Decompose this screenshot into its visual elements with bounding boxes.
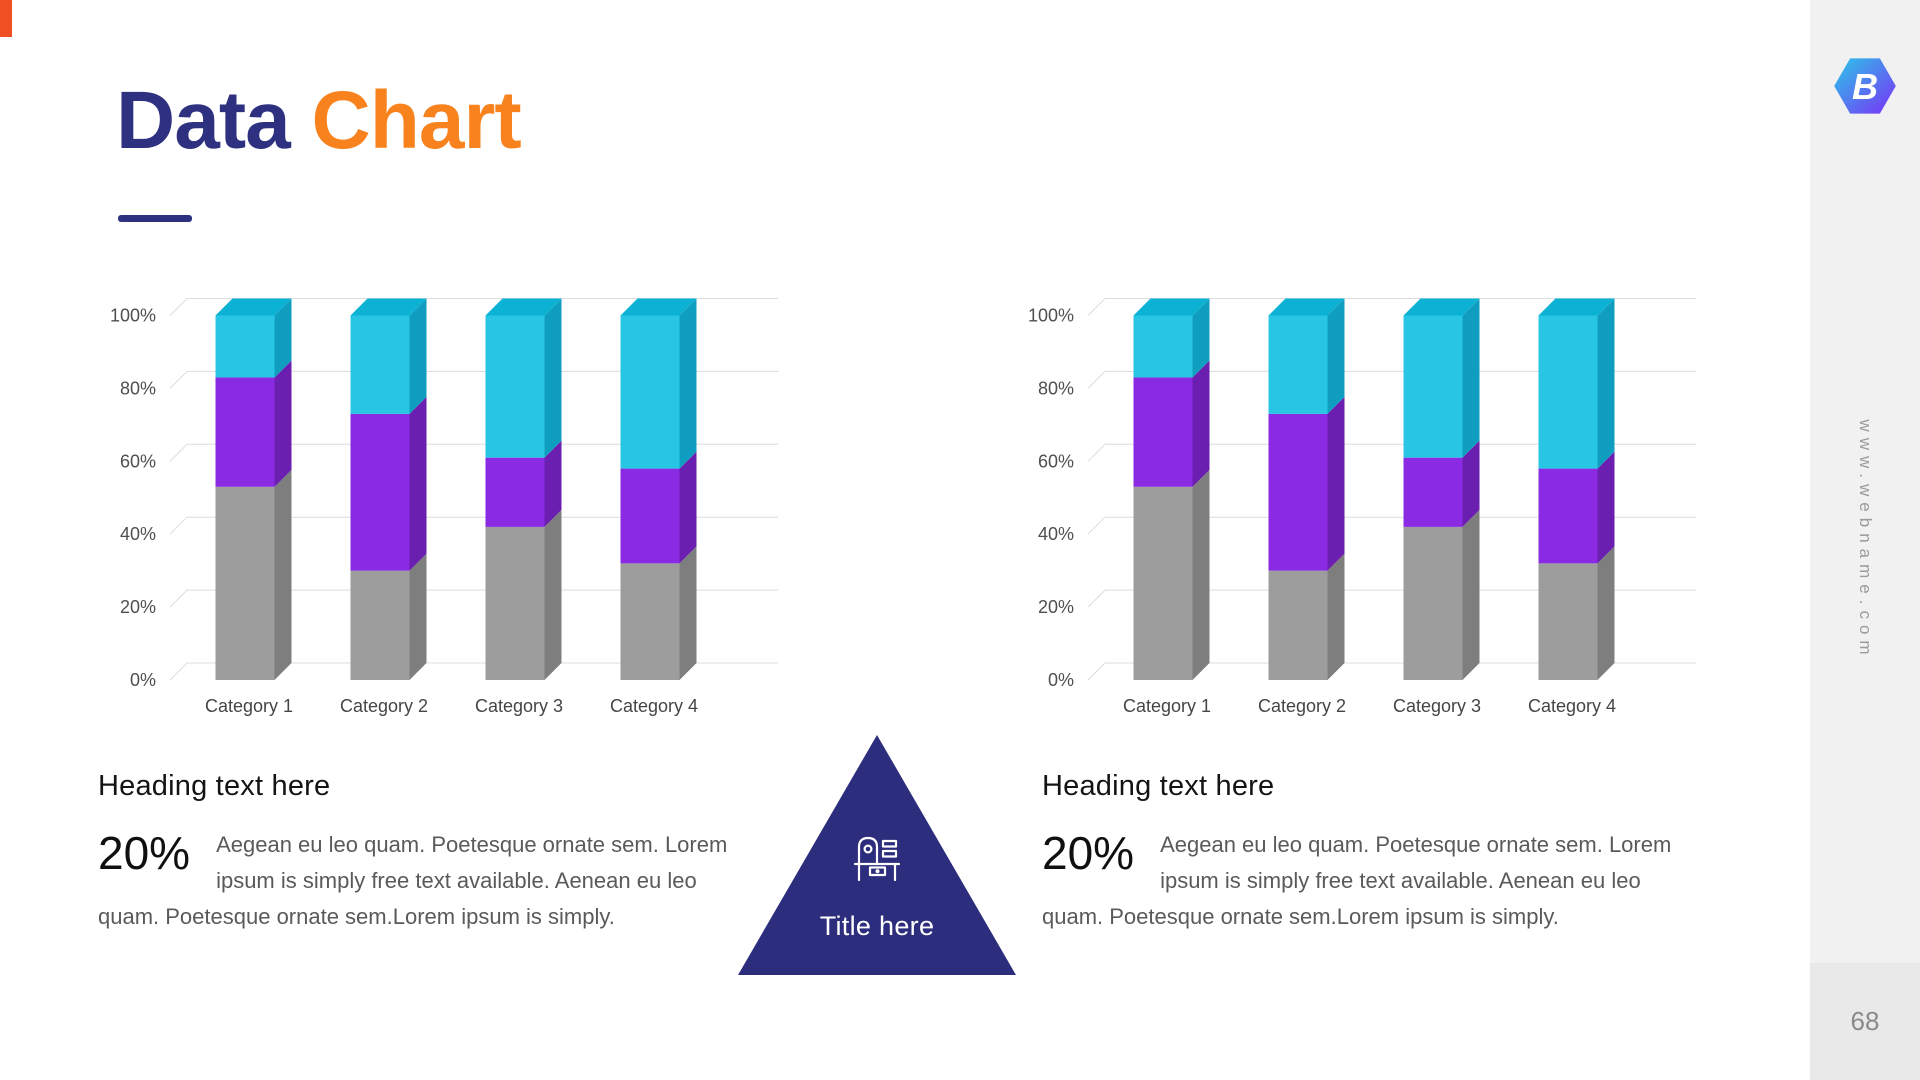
page-number: 68 [1850, 1006, 1880, 1036]
info-heading: Heading text here [1042, 770, 1275, 802]
svg-text:B: B [1852, 66, 1878, 107]
y-axis-tick: 40% [1038, 524, 1074, 544]
y-axis-tick: 100% [1028, 306, 1074, 326]
x-axis-category-label: Category 1 [205, 696, 293, 716]
furniture-icon [853, 836, 901, 882]
title-triangle: Title here [738, 735, 1016, 975]
x-axis-category-label: Category 4 [1528, 696, 1616, 716]
x-axis-category-label: Category 3 [1393, 696, 1481, 716]
info-body-text: Aegean eu leo quam. Poetesque ornate sem… [1042, 832, 1672, 929]
info-section-right: Heading text here 20% Aegean eu leo quam.… [1042, 770, 1674, 935]
x-axis-category-label: Category 2 [1258, 696, 1346, 716]
x-axis-category-label: Category 2 [340, 696, 428, 716]
y-axis-tick: 40% [120, 524, 156, 544]
website-url: www.webname.com [1856, 419, 1875, 661]
page-title: Data Chart [116, 75, 522, 166]
y-axis-tick: 80% [1038, 378, 1074, 398]
info-heading: Heading text here [98, 770, 331, 802]
stacked-bar-chart: 0% 20% 40% 60% 80% 100% Category 1 Category 2 Ca… [110, 298, 778, 716]
stat-value: 20% [1042, 827, 1135, 879]
triangle-title: Title here [819, 911, 935, 941]
y-axis-tick: 20% [1038, 597, 1074, 617]
title-word-chart: Chart [311, 75, 522, 166]
title-space [290, 75, 312, 166]
info-paragraph: 20% Aegean eu leo quam. Poetesque ornate … [1042, 827, 1674, 935]
x-axis-category-label: Category 1 [1123, 696, 1211, 716]
title-underline [118, 215, 192, 222]
y-axis-tick: 0% [1048, 670, 1074, 690]
x-axis-category-label: Category 3 [475, 696, 563, 716]
y-axis-tick: 0% [130, 670, 156, 690]
y-axis-tick: 80% [120, 378, 156, 398]
y-axis-tick: 60% [1038, 451, 1074, 471]
sidebar-bottom-panel: 68 [1810, 963, 1920, 1080]
stacked-bar-chart-left: 0% 20% 40% 60% 80% 100% Category 1 Category 2 Ca… [90, 258, 790, 720]
stacked-bar-chart-right: 0% 20% 40% 60% 80% 100% Category 1 Category 2 Ca… [1008, 258, 1708, 720]
y-axis-tick: 100% [110, 306, 156, 326]
info-section-left: Heading text here 20% Aegean eu leo quam.… [98, 770, 730, 935]
y-axis-tick: 20% [120, 597, 156, 617]
accent-strip [0, 0, 12, 37]
brand-logo-icon: B [1834, 58, 1896, 114]
title-word-data: Data [116, 75, 291, 166]
sidebar: B www.webname.com 68 [1810, 0, 1920, 1080]
stat-value: 20% [98, 827, 191, 879]
y-axis-tick: 60% [120, 451, 156, 471]
x-axis-category-label: Category 4 [610, 696, 698, 716]
info-body-text: Aegean eu leo quam. Poetesque ornate sem… [98, 832, 728, 929]
stacked-bar-chart: 0% 20% 40% 60% 80% 100% Category 1 Category 2 Ca… [1028, 298, 1696, 716]
info-paragraph: 20% Aegean eu leo quam. Poetesque ornate … [98, 827, 730, 935]
